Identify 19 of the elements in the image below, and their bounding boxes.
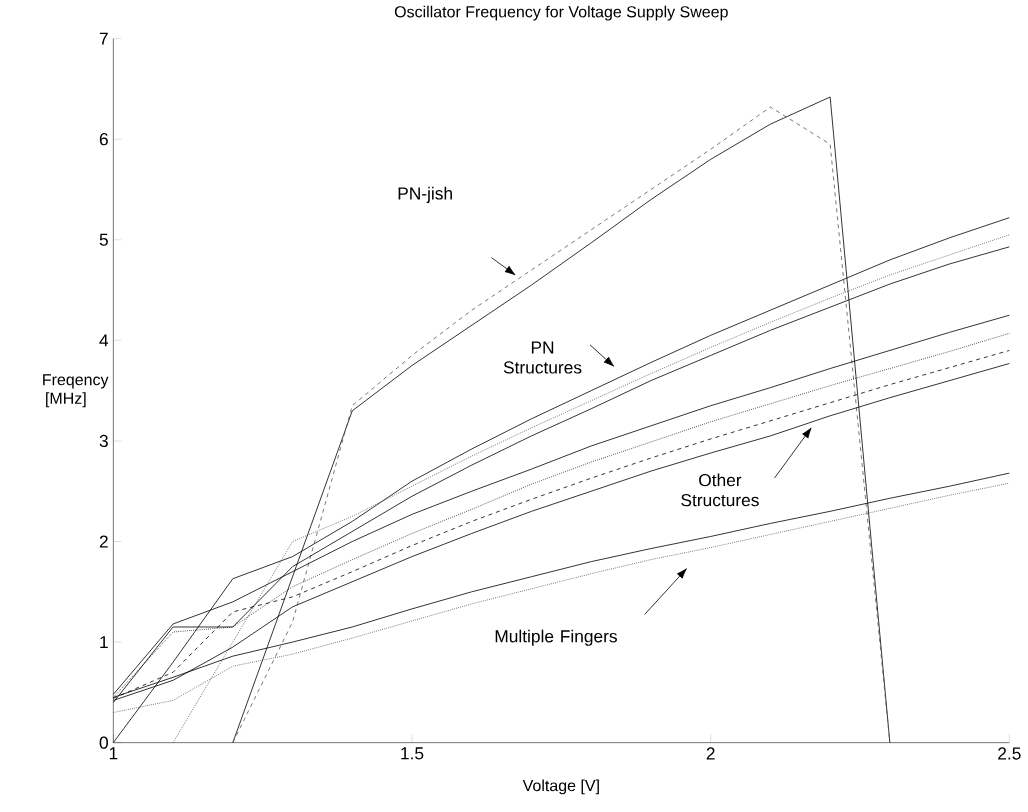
y-tick-label: 0 bbox=[99, 736, 108, 749]
y-tick-label: 2 bbox=[99, 535, 108, 548]
y-tick-label: 7 bbox=[99, 32, 108, 45]
chart-title: Oscillator Frequency for Voltage Supply Sweep bbox=[394, 5, 728, 21]
y-tick-label: 6 bbox=[99, 133, 108, 146]
y-tick-label: 3 bbox=[99, 434, 108, 448]
annotation: PN Structures bbox=[503, 341, 582, 374]
y-tick-label: 1 bbox=[100, 636, 108, 649]
x-tick-label: 1 bbox=[109, 747, 118, 760]
y-tick-label: 4 bbox=[99, 334, 109, 347]
x-tick-label: 1.5 bbox=[401, 747, 424, 760]
annotation: Multiple Fingers bbox=[495, 629, 617, 646]
x-tick-label: 2 bbox=[706, 747, 715, 760]
x-axis-title: Voltage [V] bbox=[522, 779, 599, 795]
y-axis-title: Freqency [MHz] bbox=[43, 374, 109, 408]
annotation: PN-jish bbox=[398, 186, 452, 204]
y-tick-label: 5 bbox=[99, 233, 108, 246]
x-tick-label: 2.5 bbox=[998, 747, 1021, 760]
annotation: Other Structures bbox=[681, 473, 759, 507]
